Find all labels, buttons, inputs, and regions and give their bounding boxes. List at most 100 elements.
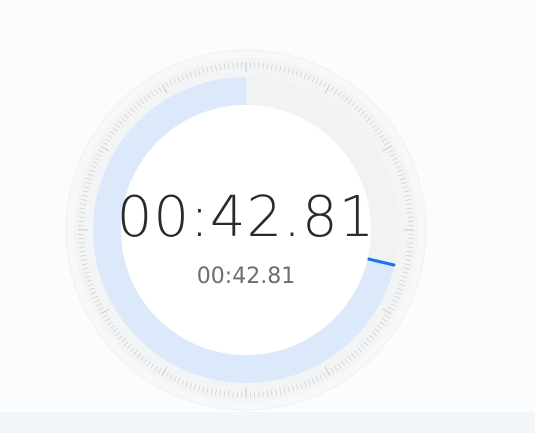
- dial-tick: [98, 149, 104, 153]
- dial-tick: [295, 70, 299, 77]
- dial-tick: [337, 363, 342, 369]
- dial-tick: [311, 377, 315, 384]
- dial-tick: [376, 131, 383, 136]
- dial-ticks: [78, 62, 414, 398]
- dial-tick: [169, 374, 173, 380]
- dial-tick: [84, 275, 91, 278]
- dial-tick: [371, 331, 377, 336]
- dial-tick: [407, 246, 414, 248]
- dial-tick: [136, 352, 142, 358]
- dial-face: [121, 105, 371, 355]
- dial-tick: [393, 161, 400, 165]
- dial-tick: [366, 117, 372, 122]
- dial-tick: [405, 259, 412, 261]
- dial-tick: [86, 279, 93, 283]
- dial-tick: [126, 344, 132, 350]
- dial-tick: [82, 190, 89, 193]
- dial-tick: [92, 295, 99, 299]
- dial-tick: [390, 153, 396, 157]
- stopwatch-stage: 00:42.81 00:42.81: [65, 49, 427, 411]
- dial-tick: [78, 212, 85, 214]
- dial-tick: [388, 149, 394, 153]
- dial-tick: [94, 299, 100, 303]
- dial-tick: [303, 381, 307, 387]
- dial-tick: [173, 376, 177, 382]
- dial-tick: [363, 341, 369, 346]
- dial-tick: [123, 114, 129, 119]
- dial-tick: [112, 328, 118, 333]
- dial-tick: [130, 347, 135, 353]
- dial-tick: [102, 141, 109, 146]
- dial-tick: [407, 212, 414, 214]
- dial-tick: [402, 186, 409, 189]
- dial-tick: [299, 71, 303, 78]
- dial-tick: [266, 63, 269, 70]
- dial-tick: [340, 93, 345, 100]
- dial-tick: [150, 91, 155, 97]
- dial-tick: [89, 169, 95, 173]
- dial-tick: [383, 314, 390, 319]
- dial-tick: [283, 66, 286, 73]
- dial-tick: [223, 63, 226, 70]
- dial-tick: [78, 246, 85, 248]
- dial-tick: [189, 382, 193, 389]
- dial-tick: [107, 321, 113, 326]
- dial-tick: [405, 255, 412, 257]
- dial-tick: [350, 352, 356, 358]
- dial-tick: [404, 194, 411, 197]
- dial-tick: [215, 64, 217, 71]
- dial-tick: [404, 263, 411, 266]
- dial-tick: [402, 271, 409, 274]
- dial-tick: [366, 338, 372, 343]
- dial-tick: [266, 390, 269, 397]
- dial-tick: [287, 386, 290, 393]
- bottom-strip: [0, 412, 535, 433]
- dial-tick: [368, 120, 374, 126]
- dial-tick: [120, 117, 126, 122]
- dial-tick: [215, 389, 217, 396]
- dial-tick: [324, 84, 331, 94]
- dial-tick: [133, 350, 138, 356]
- dial-tick: [123, 341, 129, 346]
- dial-tick: [177, 76, 181, 83]
- dial-tick: [307, 74, 311, 81]
- dial-tick: [228, 391, 230, 398]
- dial-tick: [315, 376, 319, 382]
- dial-tick: [104, 317, 111, 322]
- dial-tick: [350, 102, 356, 108]
- dial-tick: [185, 381, 189, 387]
- dial-tick: [147, 93, 152, 100]
- dial-tick: [291, 385, 294, 392]
- dial-tick: [333, 365, 338, 372]
- dial-tick: [90, 165, 97, 169]
- dial-tick: [379, 321, 385, 326]
- dial-tick: [319, 374, 323, 380]
- dial-tick: [79, 250, 86, 253]
- elapsed-time-sub: 00:42.81: [196, 264, 296, 289]
- dial-tick: [81, 194, 88, 197]
- dial-tick: [102, 314, 109, 319]
- dial-tick: [130, 107, 135, 113]
- dial-tick: [92, 161, 99, 165]
- dial-tick: [392, 299, 398, 303]
- dial-tick: [344, 96, 349, 102]
- dial-tick: [271, 64, 273, 71]
- dial-tick: [354, 350, 359, 356]
- dial-tick: [115, 331, 121, 336]
- dial-tick: [177, 377, 181, 384]
- dial-tick: [376, 324, 383, 329]
- dial-tick: [83, 186, 90, 189]
- dial-tick: [406, 250, 413, 253]
- dial-tick: [344, 358, 349, 364]
- dial-tick: [311, 76, 315, 83]
- dial-tick: [330, 86, 335, 93]
- dial-tick: [283, 387, 286, 394]
- dial-tick: [374, 127, 380, 132]
- dial-tick: [397, 287, 403, 291]
- dial-tick: [383, 141, 390, 146]
- dial-tick: [330, 367, 335, 374]
- dial-tick: [202, 386, 205, 393]
- dial-tick: [83, 271, 90, 274]
- dial-tick: [368, 334, 374, 340]
- dial-tick: [405, 199, 412, 201]
